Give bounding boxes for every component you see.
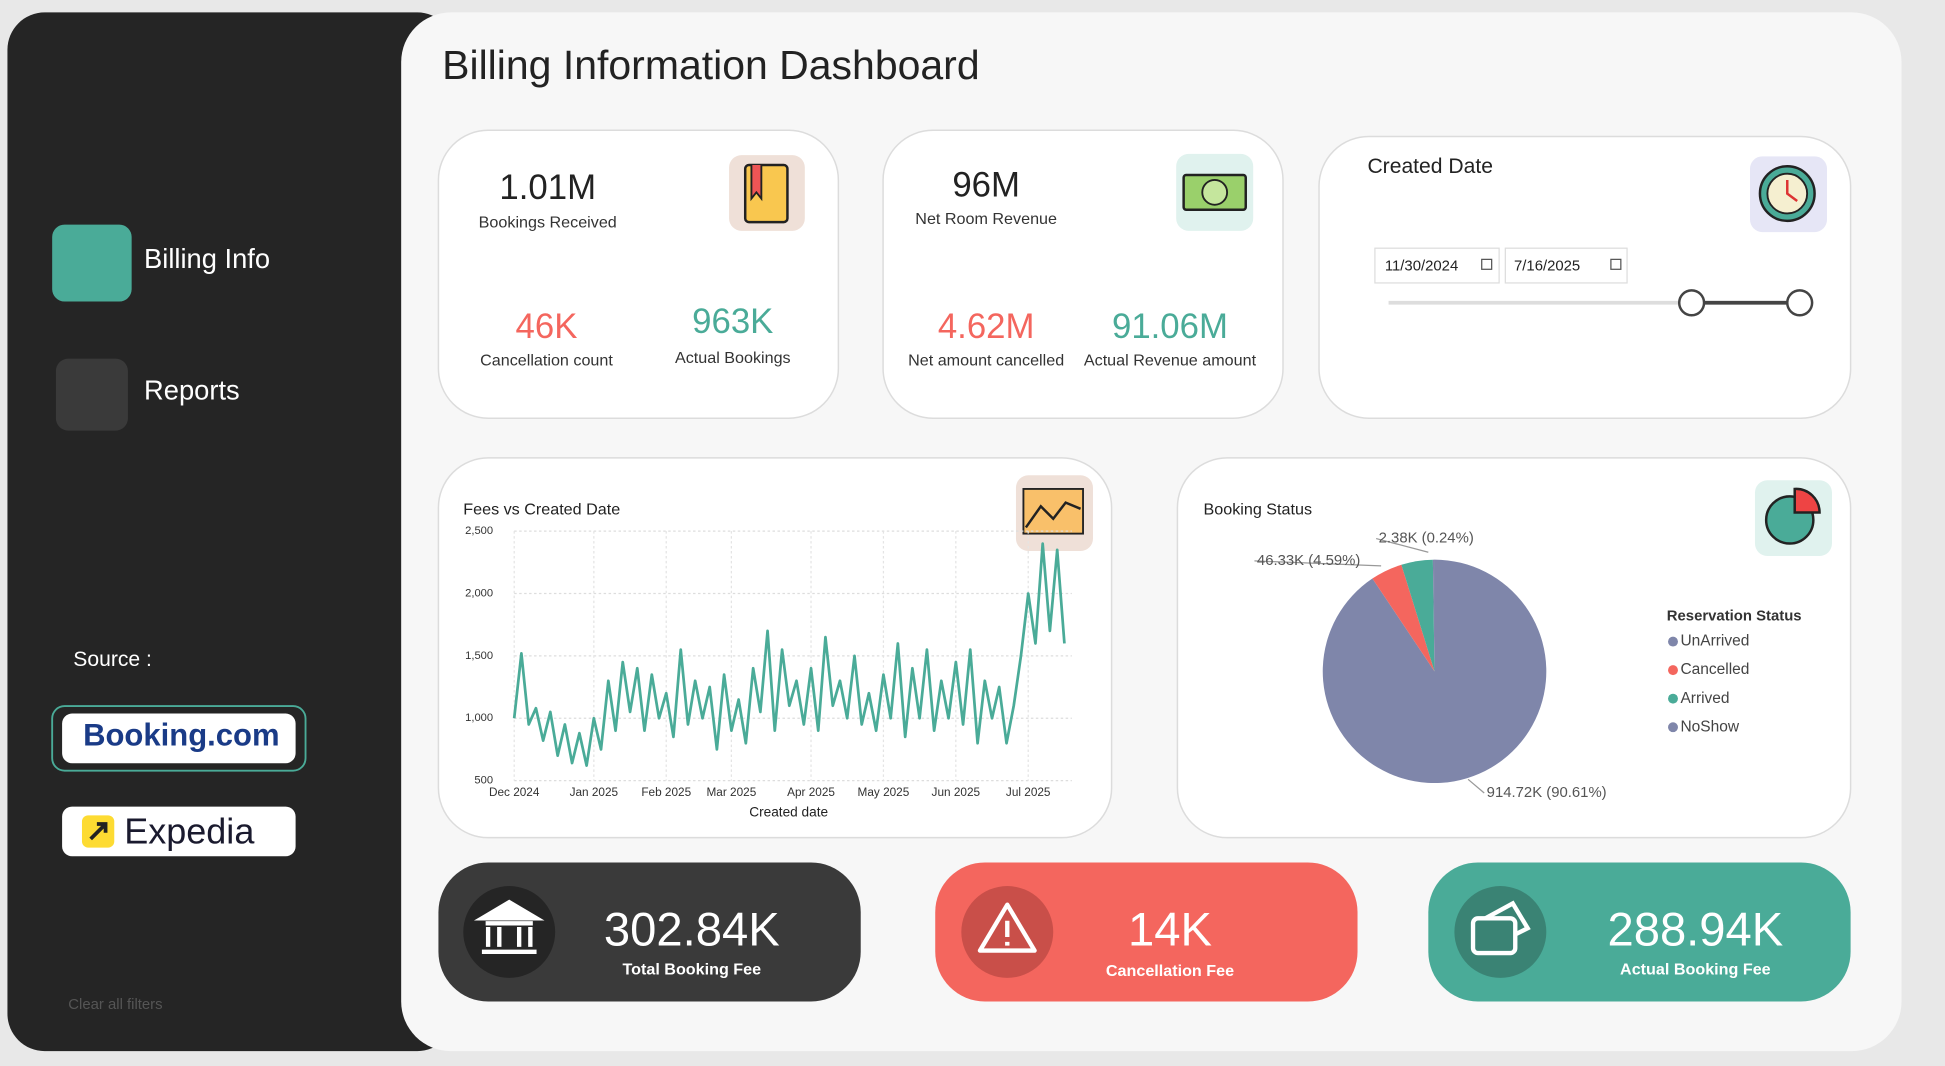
kpi-value: 963K bbox=[692, 303, 773, 341]
leader-line bbox=[1467, 778, 1485, 794]
nav-reports[interactable]: Reports bbox=[55, 358, 240, 431]
sidebar bbox=[7, 12, 455, 1052]
bank-icon bbox=[473, 899, 545, 955]
kpi-label: Net amount cancelled bbox=[908, 351, 1064, 369]
x-tick-label: Mar 2025 bbox=[706, 786, 756, 799]
data-label: 914.72K (90.61%) bbox=[1487, 785, 1607, 801]
chart-title: Fees vs Created Date bbox=[463, 500, 620, 518]
chart-title: Booking Status bbox=[1204, 500, 1313, 518]
line-series bbox=[512, 542, 1066, 767]
wallet-icon bbox=[1470, 916, 1518, 956]
nav-label: Billing Info bbox=[144, 243, 270, 274]
kpi-value: 46K bbox=[516, 308, 578, 346]
expedia-arrow bbox=[89, 822, 108, 841]
legend-label: NoShow bbox=[1680, 718, 1739, 735]
leader-line bbox=[1375, 537, 1429, 553]
legend-marker bbox=[1668, 636, 1678, 647]
legend-marker bbox=[1668, 722, 1678, 733]
fee-label: Total Booking Fee bbox=[622, 961, 761, 979]
x-tick-label: Jan 2025 bbox=[570, 786, 619, 799]
slider-handle[interactable] bbox=[1677, 289, 1706, 317]
kpi-value: 4.62M bbox=[938, 308, 1035, 346]
money-coin bbox=[1201, 179, 1229, 206]
kpi-label: Actual Bookings bbox=[675, 349, 791, 367]
data-label: 2.38K (0.24%) bbox=[1379, 531, 1474, 547]
legend-marker bbox=[1668, 693, 1678, 704]
legend-label: UnArrived bbox=[1680, 633, 1749, 650]
source-name: Booking.com bbox=[83, 717, 280, 752]
fee-label: Cancellation Fee bbox=[1106, 962, 1234, 980]
y-tick-label: 1,000 bbox=[465, 712, 493, 724]
x-tick-label: May 2025 bbox=[858, 786, 910, 799]
legend-marker bbox=[1668, 665, 1678, 676]
y-tick-label: 2,000 bbox=[465, 587, 493, 599]
nav-icon bbox=[55, 358, 128, 431]
pie-icon-slice bbox=[1793, 487, 1821, 514]
legend-title: Reservation Status bbox=[1667, 609, 1802, 625]
calendar-icon bbox=[1481, 258, 1493, 270]
x-tick-label: Apr 2025 bbox=[787, 786, 835, 799]
clock-hands bbox=[1786, 179, 1798, 203]
kpi-value: 96M bbox=[952, 167, 1020, 205]
kpi-label: Bookings Received bbox=[479, 214, 617, 232]
kpi-label: Actual Revenue amount bbox=[1084, 351, 1257, 369]
fee-card bbox=[1428, 862, 1851, 1002]
pie-slice bbox=[1432, 559, 1435, 672]
slider-handle[interactable] bbox=[1786, 289, 1814, 317]
pie-slice bbox=[1322, 559, 1547, 784]
chart-icon bbox=[1022, 488, 1084, 535]
x-tick-label: Feb 2025 bbox=[641, 786, 691, 799]
source-label: Source : bbox=[73, 648, 152, 671]
fee-value: 302.84K bbox=[604, 903, 780, 956]
leader-line bbox=[1254, 560, 1382, 567]
fee-value: 288.94K bbox=[1607, 903, 1783, 956]
fee-icon-bg bbox=[1454, 886, 1547, 978]
kpi-label: Cancellation count bbox=[480, 351, 613, 369]
bookmark-icon bbox=[750, 165, 763, 202]
legend-label: Cancelled bbox=[1680, 661, 1749, 678]
y-tick-label: 500 bbox=[474, 775, 493, 787]
nav-billing[interactable]: Billing Info bbox=[52, 224, 270, 302]
date-input[interactable] bbox=[1504, 247, 1628, 284]
source-name: Expedia bbox=[124, 810, 255, 851]
nav-icon bbox=[52, 224, 132, 302]
kpi-value: 1.01M bbox=[499, 169, 596, 207]
chart-icon-line bbox=[1024, 501, 1082, 529]
y-tick-label: 2,500 bbox=[465, 525, 493, 537]
date-start: 11/30/2024 bbox=[1385, 259, 1458, 275]
fee-card bbox=[935, 862, 1358, 1002]
date-title: Created Date bbox=[1367, 155, 1493, 178]
fee-label: Actual Booking Fee bbox=[1620, 961, 1771, 979]
x-tick-label: Dec 2024 bbox=[489, 786, 540, 799]
source-logo[interactable] bbox=[62, 806, 296, 857]
warning-icon bbox=[977, 902, 1037, 953]
data-label: 46.33K (4.59%) bbox=[1257, 553, 1360, 569]
fee-card bbox=[438, 862, 861, 1002]
kpi-label: Net Room Revenue bbox=[915, 210, 1057, 228]
nav-label: Reports bbox=[144, 374, 240, 405]
fee-icon-bg bbox=[463, 886, 556, 978]
kpi-value: 91.06M bbox=[1112, 308, 1228, 346]
y-tick-label: 1,500 bbox=[465, 650, 493, 662]
fee-value: 14K bbox=[1128, 903, 1212, 956]
source-logo bbox=[62, 713, 296, 764]
x-axis-label: Created date bbox=[749, 804, 828, 819]
clear-filters[interactable]: Clear all filters bbox=[68, 997, 162, 1013]
date-end: 7/16/2025 bbox=[1514, 259, 1580, 275]
pie-slice bbox=[1372, 564, 1435, 672]
date-input[interactable] bbox=[1374, 247, 1500, 284]
dashboard-title: Billing Information Dashboard bbox=[442, 42, 979, 88]
wallet-flap bbox=[1484, 900, 1531, 937]
x-tick-label: Jul 2025 bbox=[1006, 786, 1051, 799]
x-tick-label: Jun 2025 bbox=[932, 786, 981, 799]
calendar-icon bbox=[1610, 258, 1622, 270]
legend-label: Arrived bbox=[1680, 690, 1729, 707]
line-card bbox=[437, 457, 1113, 839]
pie-slice bbox=[1401, 559, 1435, 672]
